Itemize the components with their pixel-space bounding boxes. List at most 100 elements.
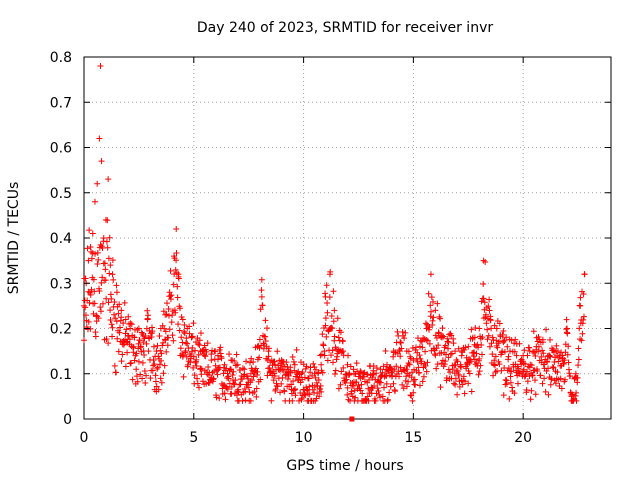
data-point (475, 371, 482, 378)
data-point (400, 385, 407, 392)
data-point (555, 358, 562, 365)
data-point (138, 329, 145, 336)
data-point (528, 362, 535, 369)
data-point (503, 334, 510, 341)
data-point (397, 353, 404, 360)
data-point (335, 334, 342, 341)
data-point (233, 351, 240, 358)
data-point (113, 282, 120, 289)
data-point (355, 382, 362, 389)
data-point (113, 289, 120, 296)
data-point (581, 271, 588, 278)
data-point (447, 351, 454, 358)
data-point (524, 378, 531, 385)
data-point (271, 358, 278, 365)
data-point (92, 333, 99, 340)
data-point (161, 362, 168, 369)
data-point (399, 381, 406, 388)
data-point (330, 359, 337, 366)
data-point (514, 380, 521, 387)
data-point (332, 367, 339, 374)
data-point (478, 342, 485, 349)
data-point (155, 386, 162, 393)
data-point (492, 362, 499, 369)
data-point (331, 307, 338, 314)
data-point (569, 391, 576, 398)
data-point (491, 322, 498, 329)
data-point (318, 361, 325, 368)
data-point (520, 366, 527, 373)
data-point (104, 244, 111, 251)
data-point (405, 378, 412, 385)
data-point (171, 271, 178, 278)
data-point (393, 363, 400, 370)
data-point (448, 332, 455, 339)
data-point (204, 340, 211, 347)
data-point (301, 374, 308, 381)
data-point (498, 367, 505, 374)
data-point (145, 312, 152, 319)
data-point (225, 375, 232, 382)
data-point (287, 364, 294, 371)
data-point (290, 377, 297, 384)
data-point (168, 292, 175, 299)
data-point (547, 381, 554, 388)
data-point (485, 332, 492, 339)
data-point (502, 376, 509, 383)
data-point (106, 270, 113, 277)
data-point (480, 295, 487, 302)
data-point (452, 375, 459, 382)
data-point (439, 325, 446, 332)
data-point (547, 336, 553, 343)
data-point (450, 340, 457, 347)
data-point (318, 388, 325, 395)
data-point (465, 343, 472, 350)
x-axis-label: GPS time / hours (286, 458, 403, 474)
data-point (118, 307, 125, 314)
data-point (153, 348, 160, 355)
data-point (110, 276, 117, 283)
data-point (373, 370, 380, 377)
data-point (309, 372, 316, 379)
data-point (218, 355, 225, 362)
data-point (302, 365, 309, 372)
data-point (230, 380, 237, 387)
data-point (192, 347, 199, 354)
data-point (128, 321, 135, 328)
y-axis-label: SRMTID / TECUs (6, 182, 22, 295)
data-point (504, 343, 511, 350)
data-point (481, 299, 488, 306)
data-point (268, 397, 275, 404)
data-point (178, 313, 185, 320)
data-point (445, 345, 452, 352)
data-point (133, 350, 140, 357)
data-point (434, 361, 441, 368)
data-point (327, 268, 334, 275)
data-point (252, 344, 259, 351)
data-point (289, 354, 296, 361)
data-point (316, 386, 323, 393)
data-point (511, 348, 518, 355)
data-point (532, 391, 539, 398)
data-point (442, 358, 449, 365)
data-point (486, 307, 493, 314)
data-point (190, 364, 197, 371)
data-point (477, 362, 484, 369)
data-point (223, 365, 230, 372)
data-point (322, 290, 329, 297)
data-point (330, 318, 337, 325)
data-point (535, 348, 542, 355)
data-point (479, 334, 486, 341)
data-point (310, 360, 317, 367)
data-point (105, 299, 112, 306)
data-point (406, 361, 413, 368)
data-point (160, 370, 167, 377)
data-point (323, 282, 330, 289)
data-point (306, 391, 313, 398)
data-point (405, 360, 412, 367)
data-point (223, 384, 230, 391)
data-point (219, 385, 226, 392)
data-point (428, 294, 435, 301)
data-point (476, 325, 483, 332)
data-point (159, 342, 166, 349)
